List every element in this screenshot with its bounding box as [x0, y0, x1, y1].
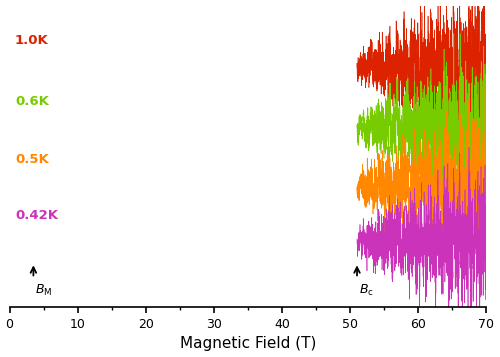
X-axis label: Magnetic Field (T): Magnetic Field (T) [180, 336, 316, 351]
Text: 1.0K: 1.0K [15, 34, 49, 47]
Text: $B_{\mathrm{c}}$: $B_{\mathrm{c}}$ [359, 283, 374, 298]
Text: 0.5K: 0.5K [15, 153, 49, 166]
Text: 0.42K: 0.42K [15, 208, 58, 222]
Text: 0.6K: 0.6K [15, 95, 49, 108]
Text: $B_{\mathrm{M}}$: $B_{\mathrm{M}}$ [36, 283, 52, 298]
